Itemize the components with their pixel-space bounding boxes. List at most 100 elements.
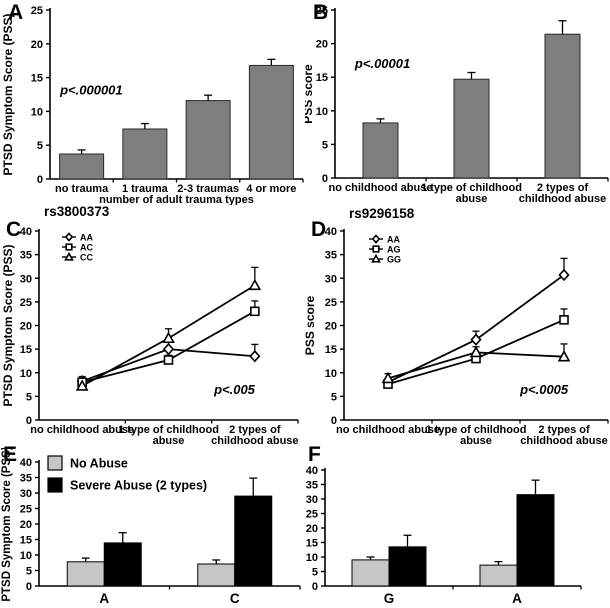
svg-text:A: A — [512, 591, 522, 606]
panel-e-chart: 0 5 10 15 20 25 30 35 40 A C No Abuse Severe Abuse (… — [1, 448, 301, 606]
panel-d-title: rs9296158 — [349, 206, 415, 221]
svg-text:PSS score: PSS score — [305, 64, 315, 124]
svg-text:0: 0 — [26, 415, 32, 427]
svg-text:PTSD Symptom Score (PSS): PTSD Symptom Score (PSS) — [1, 448, 13, 602]
svg-text:2 types of: 2 types of — [537, 182, 589, 194]
svg-text:CC: CC — [80, 253, 93, 263]
svg-text:15: 15 — [316, 72, 328, 84]
svg-text:40: 40 — [306, 465, 318, 477]
svg-text:15: 15 — [20, 535, 32, 547]
svg-text:number of adult trauma types: number of adult trauma types — [99, 194, 254, 205]
svg-text:1 trauma: 1 trauma — [122, 183, 169, 195]
svg-text:30: 30 — [325, 273, 337, 285]
svg-text:25: 25 — [31, 5, 43, 17]
svg-text:30: 30 — [306, 494, 318, 506]
svg-text:PTSD Symptom Score (PSS): PTSD Symptom Score (PSS) — [1, 244, 15, 406]
svg-text:no trauma: no trauma — [55, 183, 109, 195]
svg-text:p<.000001: p<.000001 — [59, 83, 123, 98]
panel-c-title: rs3800373 — [44, 204, 110, 219]
svg-text:G: G — [384, 591, 395, 606]
svg-text:35: 35 — [20, 473, 32, 485]
svg-text:15: 15 — [306, 538, 318, 550]
svg-text:PSS score: PSS score — [305, 295, 317, 355]
svg-text:10: 10 — [31, 106, 43, 118]
svg-text:childhood abuse: childhood abuse — [211, 435, 298, 447]
svg-text:AC: AC — [80, 243, 93, 253]
panel-a-chart: 0 5 10 15 20 25 no trauma 1 trauma 2-3 traumas 4 … — [1, 5, 304, 205]
svg-text:20: 20 — [20, 519, 32, 531]
svg-text:5: 5 — [331, 391, 337, 403]
svg-text:10: 10 — [20, 368, 32, 380]
panel-a: 0 5 10 15 20 25 no trauma 1 trauma 2-3 traumas 4 … — [0, 0, 305, 205]
svg-text:25: 25 — [325, 297, 337, 309]
svg-text:no childhood abuse: no childhood abuse — [30, 424, 134, 436]
svg-text:AG: AG — [387, 245, 401, 255]
svg-text:No Abuse: No Abuse — [70, 457, 128, 471]
svg-text:childhood abuse: childhood abuse — [520, 435, 607, 447]
panel-d-label: D — [311, 218, 327, 241]
svg-text:20: 20 — [316, 39, 328, 51]
svg-text:10: 10 — [20, 550, 32, 562]
svg-text:15: 15 — [31, 73, 43, 85]
svg-text:2 types of: 2 types of — [229, 424, 281, 436]
svg-text:0: 0 — [331, 415, 337, 427]
svg-text:20: 20 — [325, 321, 337, 333]
svg-text:1 type of childhood: 1 type of childhood — [421, 182, 522, 194]
svg-text:4 or more: 4 or more — [246, 183, 296, 195]
svg-text:A: A — [99, 591, 109, 606]
panel-c: 0 5 10 15 20 25 30 35 40 AA AC CC no childhood abuse… — [0, 205, 305, 448]
svg-text:childhood abuse: childhood abuse — [519, 193, 606, 205]
panel-a-label: A — [8, 1, 24, 24]
svg-text:1 type of childhood: 1 type of childhood — [118, 424, 219, 436]
svg-text:abuse: abuse — [153, 435, 185, 447]
svg-text:20: 20 — [31, 39, 43, 51]
panel-f-label: F — [308, 443, 321, 466]
panel-c-label: C — [6, 218, 22, 241]
svg-text:5: 5 — [322, 139, 328, 151]
svg-text:25: 25 — [20, 297, 32, 309]
svg-text:abuse: abuse — [456, 193, 488, 205]
svg-text:no childhood abuse: no childhood abuse — [329, 182, 433, 194]
svg-text:10: 10 — [316, 106, 328, 118]
svg-text:5: 5 — [26, 391, 32, 403]
panel-b-label: B — [313, 1, 329, 24]
panel-d: 0 5 10 15 20 25 30 35 40 AA AG GG no childhood abuse… — [305, 205, 610, 448]
svg-text:15: 15 — [20, 344, 32, 356]
svg-text:0: 0 — [312, 581, 318, 593]
svg-text:p<.00001: p<.00001 — [354, 56, 410, 71]
panel-f-chart: 0 5 10 15 20 25 30 35 40 G A — [306, 465, 582, 606]
svg-text:25: 25 — [20, 504, 32, 516]
svg-text:25: 25 — [316, 5, 328, 17]
svg-text:5: 5 — [312, 567, 318, 579]
svg-text:0: 0 — [37, 174, 43, 186]
svg-text:30: 30 — [20, 273, 32, 285]
svg-text:2-3 traumas: 2-3 traumas — [177, 183, 239, 195]
svg-text:2 types of: 2 types of — [538, 424, 590, 436]
svg-text:10: 10 — [325, 368, 337, 380]
svg-text:20: 20 — [20, 321, 32, 333]
svg-text:no childhood abuse: no childhood abuse — [336, 424, 440, 436]
svg-text:40: 40 — [325, 226, 337, 238]
svg-text:35: 35 — [325, 250, 337, 262]
svg-text:25: 25 — [306, 509, 318, 521]
svg-text:PTSD Symptom Score (PSS): PTSD Symptom Score (PSS) — [1, 13, 15, 175]
svg-text:0: 0 — [26, 581, 32, 593]
svg-text:10: 10 — [306, 552, 318, 564]
svg-text:GG: GG — [387, 255, 401, 265]
svg-text:40: 40 — [20, 226, 32, 238]
svg-text:p<.0005: p<.0005 — [519, 382, 569, 397]
svg-text:C: C — [230, 591, 240, 606]
svg-text:15: 15 — [325, 344, 337, 356]
svg-text:Severe Abuse (2 types): Severe Abuse (2 types) — [70, 479, 207, 493]
svg-text:35: 35 — [20, 250, 32, 262]
panel-e: 0 5 10 15 20 25 30 35 40 A C No Abuse Severe Abuse (… — [0, 448, 305, 608]
panel-e-label: E — [3, 443, 18, 466]
svg-text:p<.005: p<.005 — [213, 382, 256, 397]
svg-text:1 type of childhood: 1 type of childhood — [426, 424, 527, 436]
svg-text:0: 0 — [322, 173, 328, 185]
svg-text:AA: AA — [80, 233, 93, 243]
